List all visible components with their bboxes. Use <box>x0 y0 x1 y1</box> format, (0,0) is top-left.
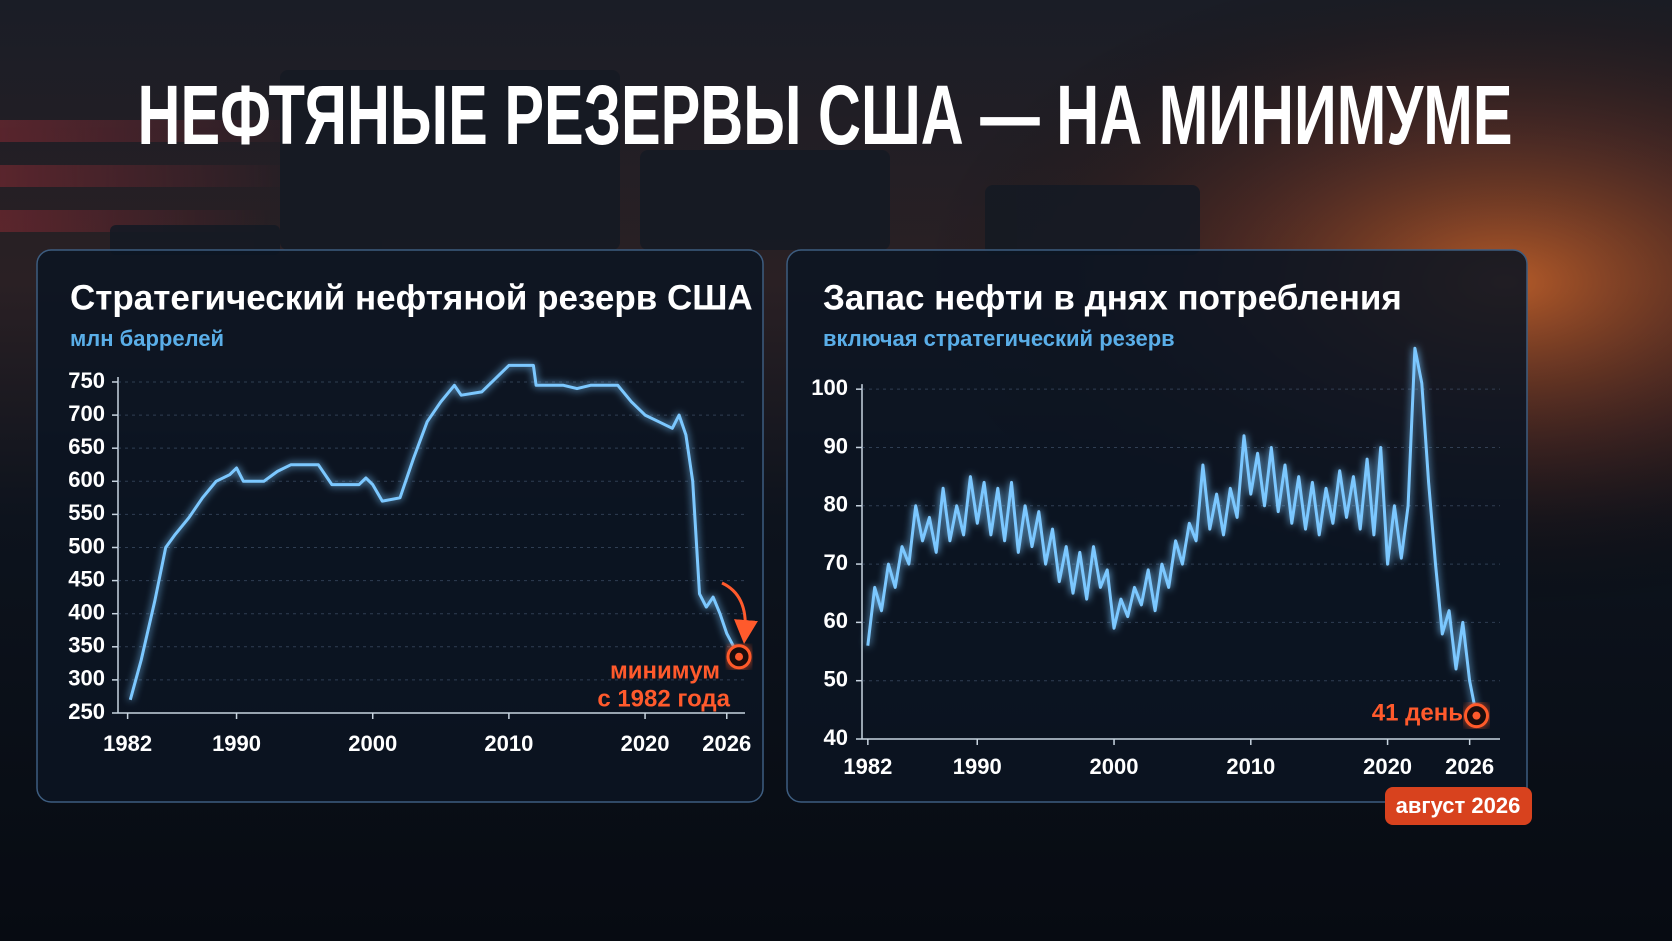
x-tick-label: 1990 <box>953 754 1002 779</box>
x-tick-label: 2026 <box>1445 754 1494 779</box>
x-tick-label: 1990 <box>212 731 261 756</box>
x-tick-label: 2010 <box>1226 754 1275 779</box>
y-tick-label: 450 <box>68 566 105 591</box>
tanks-decoration <box>110 70 1200 255</box>
y-tick-label: 100 <box>811 375 848 400</box>
page-title: НЕФТЯНЫЕ РЕЗЕРВЫ США — НА МИНИМУМЕ <box>138 68 1513 162</box>
y-tick-label: 40 <box>824 725 848 750</box>
y-tick-label: 250 <box>68 699 105 724</box>
y-tick-label: 600 <box>68 467 105 492</box>
y-tick-label: 400 <box>68 600 105 625</box>
y-tick-label: 90 <box>824 433 848 458</box>
date-tag <box>1385 787 1532 825</box>
panel <box>786 249 1528 803</box>
y-tick-label: 70 <box>824 550 848 575</box>
y-tick-label: 650 <box>68 434 105 459</box>
y-tick-label: 500 <box>68 533 105 558</box>
y-tick-label: 700 <box>68 401 105 426</box>
y-tick-label: 350 <box>68 633 105 658</box>
annotation-arrow <box>721 581 758 644</box>
y-tick-label: 80 <box>824 492 848 517</box>
x-tick-label: 2010 <box>484 731 533 756</box>
chart-subtitle: млн баррелей <box>70 326 224 351</box>
data-line <box>128 363 741 701</box>
x-tick-label: 1982 <box>103 731 152 756</box>
annotation: с 1982 года <box>597 685 730 712</box>
x-tick-label: 1982 <box>843 754 892 779</box>
y-tick-label: 550 <box>68 500 105 525</box>
end-marker-dot <box>735 652 744 661</box>
x-tick-label: 2000 <box>348 731 397 756</box>
annotation: 41 день <box>1372 699 1463 726</box>
chart-subtitle: включая стратегический резерв <box>823 326 1175 351</box>
y-tick-label: 300 <box>68 666 105 691</box>
y-tick-label: 750 <box>68 368 105 393</box>
data-line <box>866 346 1478 716</box>
x-tick-label: 2020 <box>621 731 670 756</box>
x-tick-label: 2026 <box>702 731 751 756</box>
chart-title: Стратегический нефтяной резерв США <box>70 278 753 317</box>
end-marker-dot <box>1472 711 1481 720</box>
chart-title: Запас нефти в днях потребления <box>823 278 1402 317</box>
y-tick-label: 60 <box>824 608 848 633</box>
date-tag-label: август 2026 <box>1396 793 1521 818</box>
x-tick-label: 2000 <box>1090 754 1139 779</box>
x-tick-label: 2020 <box>1363 754 1412 779</box>
y-tick-label: 50 <box>824 667 848 692</box>
annotation: минимум <box>610 657 720 684</box>
